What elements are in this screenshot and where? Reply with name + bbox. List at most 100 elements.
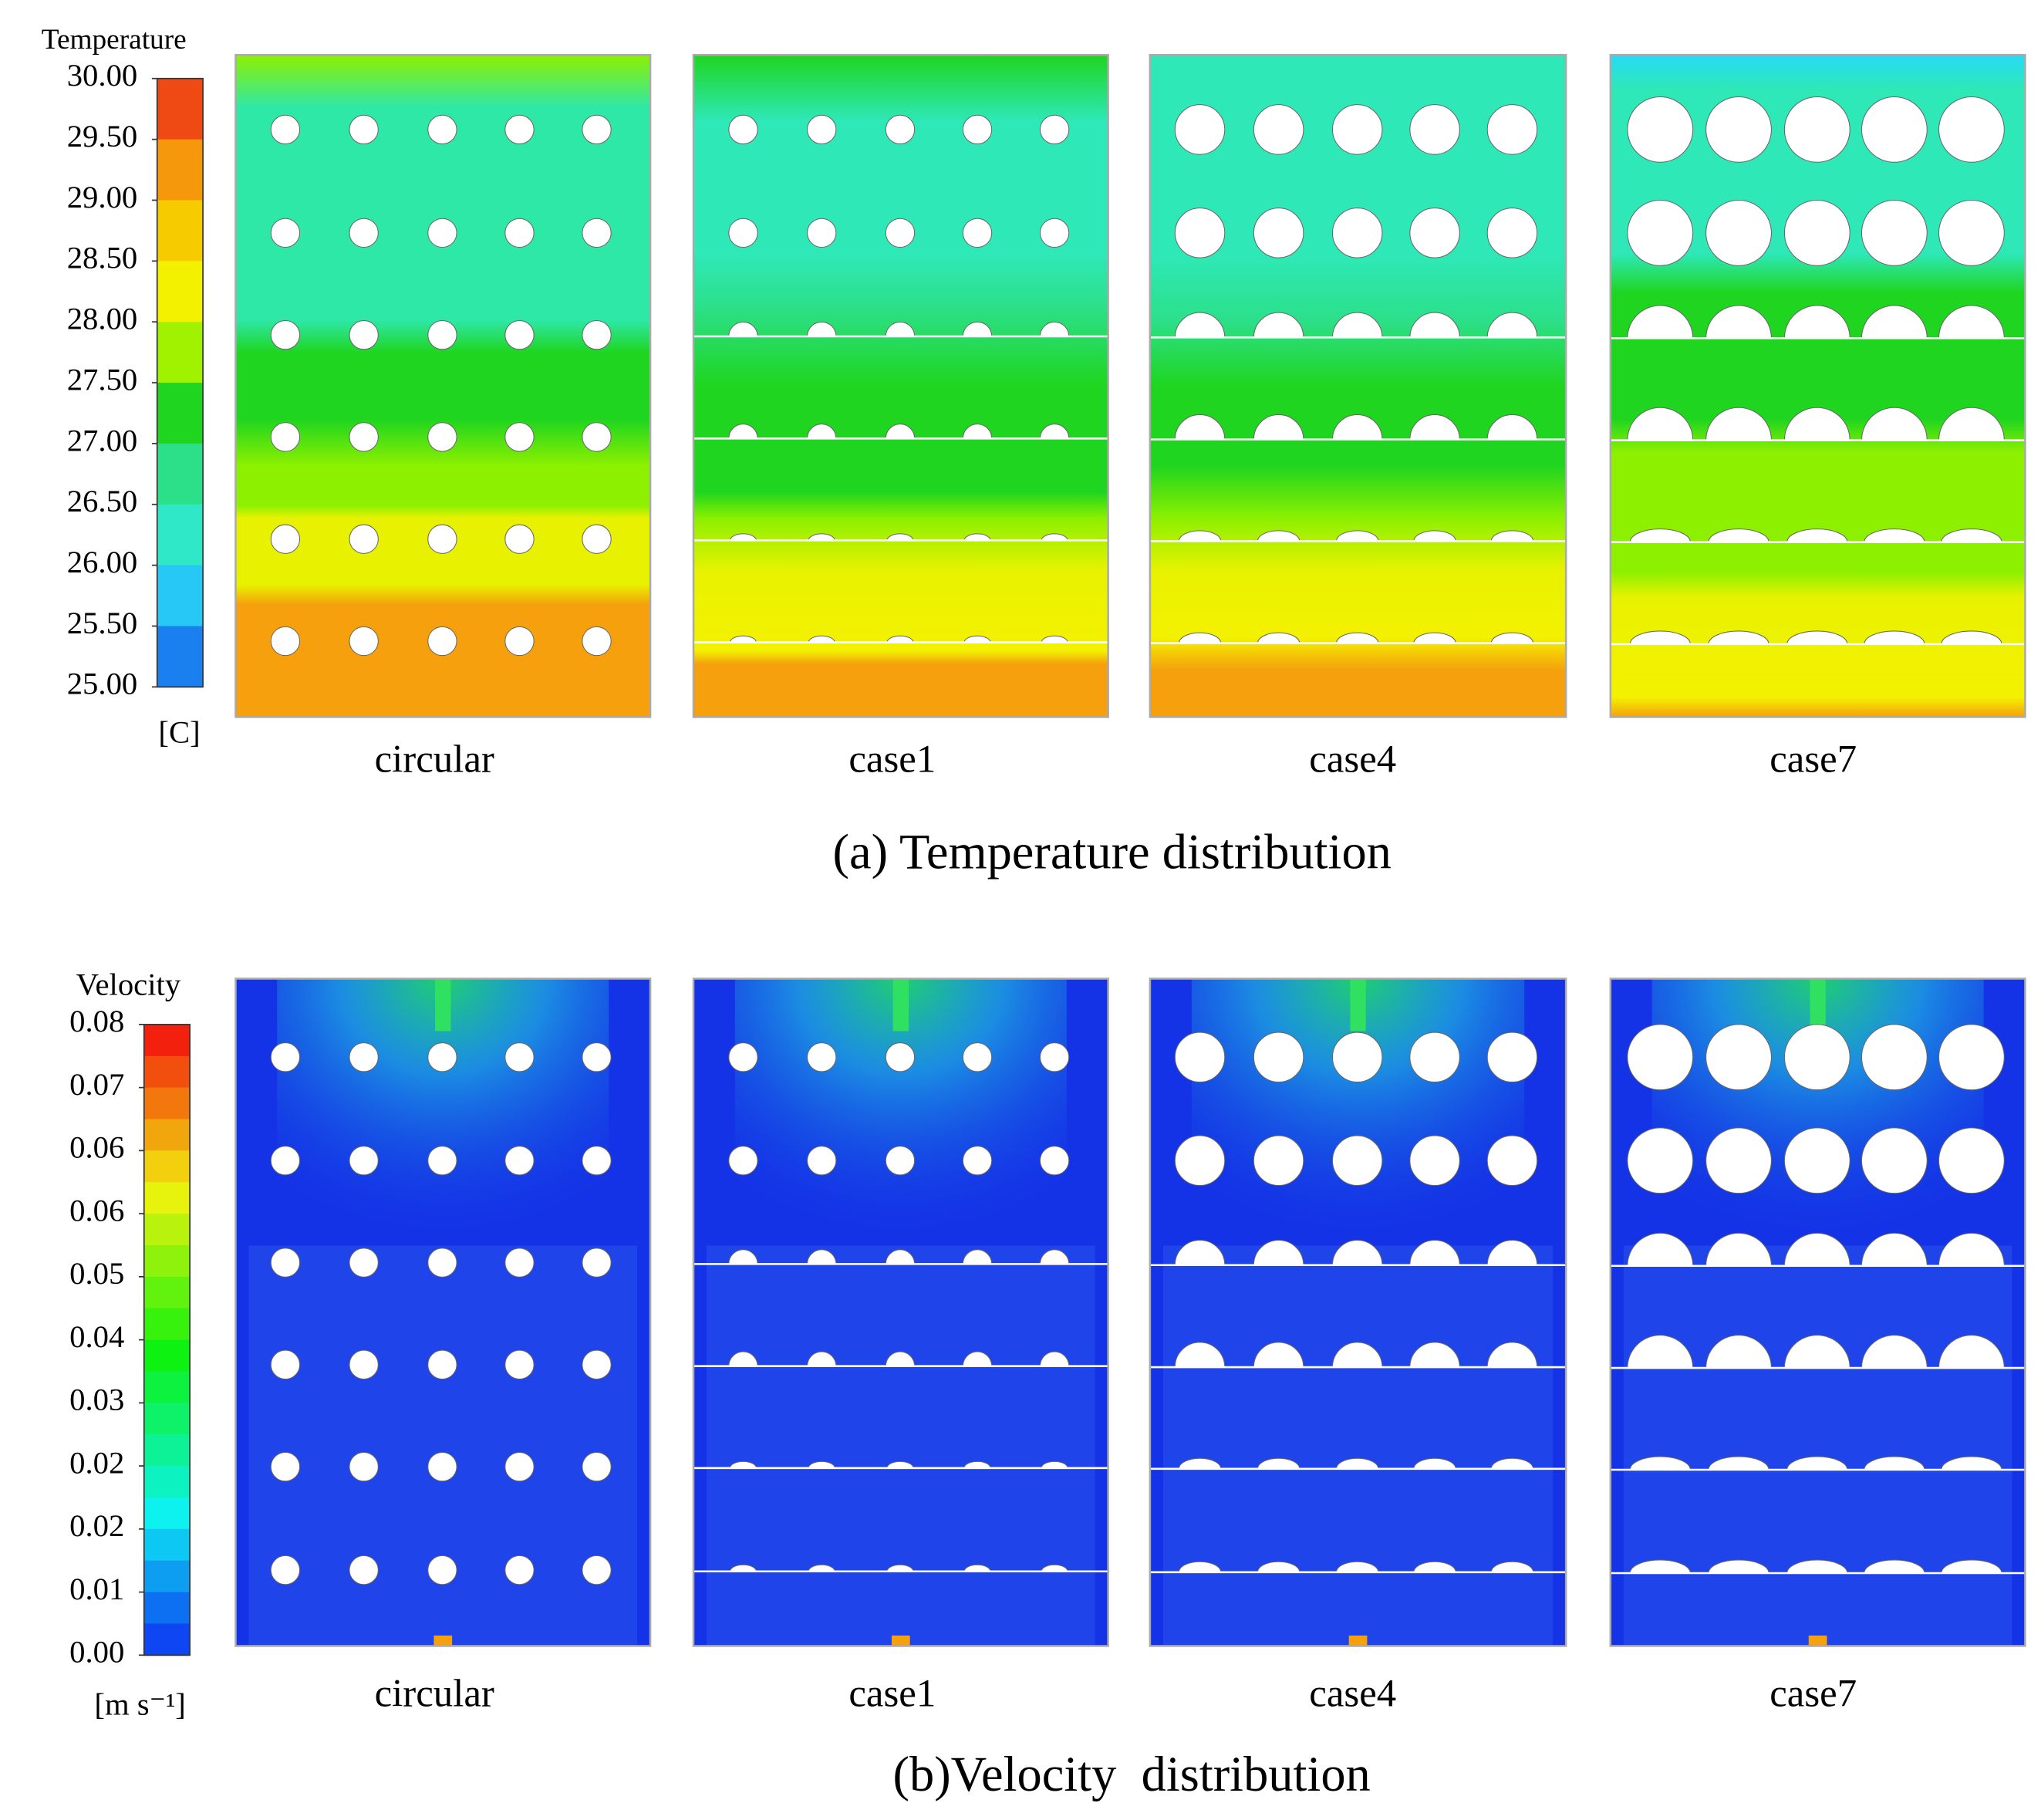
- hole: [886, 1460, 914, 1469]
- hole: [1938, 305, 2005, 339]
- hole: [1941, 1559, 2002, 1574]
- hole: [1174, 1342, 1226, 1368]
- hole: [1705, 199, 1772, 266]
- hole: [504, 422, 535, 452]
- hole: [504, 626, 535, 657]
- hole: [885, 1249, 916, 1265]
- hole: [962, 321, 993, 337]
- hole: [1039, 218, 1070, 248]
- hole: [1253, 312, 1304, 338]
- case-label: case4: [1309, 738, 1396, 781]
- hole: [1257, 1561, 1301, 1573]
- colorbar-band: [143, 1119, 191, 1152]
- hole: [808, 1460, 835, 1469]
- legend-tick-label: 27.00: [67, 423, 138, 458]
- hole: [807, 1351, 837, 1367]
- contour-field: [693, 55, 1108, 718]
- hole: [1174, 414, 1226, 441]
- hole: [1783, 1127, 1850, 1194]
- hole: [1039, 1146, 1070, 1176]
- outlet-jet: [1348, 1635, 1368, 1646]
- contour-field: [1149, 55, 1567, 718]
- contour-plot: [1609, 53, 2026, 718]
- caption: (b)Velocity distribution: [893, 1747, 1371, 1801]
- hole: [1336, 1457, 1379, 1470]
- hole: [349, 319, 379, 350]
- hole: [1039, 1249, 1070, 1265]
- plot-frame: [1149, 53, 1567, 718]
- hole: [427, 114, 457, 145]
- hole: [504, 218, 535, 248]
- hole: [1864, 528, 1925, 543]
- hole: [582, 524, 612, 554]
- case-label: case1: [848, 1672, 936, 1715]
- hole: [1627, 96, 1694, 163]
- hole: [1331, 1240, 1383, 1266]
- hole: [349, 524, 379, 554]
- hole: [427, 1349, 457, 1379]
- hole: [504, 1451, 535, 1482]
- hole: [1627, 1024, 1694, 1091]
- hole: [427, 1042, 457, 1072]
- hole: [1786, 630, 1848, 645]
- hole: [886, 1564, 914, 1572]
- hole: [349, 422, 379, 452]
- hole: [1941, 630, 2002, 645]
- hole: [807, 1249, 837, 1265]
- hole: [807, 1146, 837, 1176]
- hole: [270, 524, 301, 554]
- hole: [728, 1351, 758, 1367]
- hole: [886, 533, 914, 541]
- hole: [1041, 533, 1068, 541]
- hole: [349, 1451, 379, 1482]
- hole: [1861, 96, 1928, 163]
- hole: [1705, 1335, 1772, 1369]
- hole: [1629, 630, 1691, 645]
- hole: [1331, 414, 1383, 441]
- hole: [1705, 407, 1772, 441]
- hole: [270, 1248, 301, 1278]
- caption: (a) Temperature distribution: [833, 825, 1392, 880]
- hole: [427, 1451, 457, 1482]
- hole: [1413, 1457, 1456, 1470]
- hole: [1331, 1032, 1383, 1083]
- hole: [582, 626, 612, 657]
- hole: [1331, 104, 1383, 155]
- legend-tick-label: 0.02: [69, 1508, 124, 1543]
- colorbar-band: [143, 1087, 191, 1120]
- contour-plot: [234, 978, 652, 1647]
- hole: [1861, 199, 1928, 266]
- hole: [1041, 635, 1068, 643]
- case-label: circular: [375, 738, 494, 781]
- hole: [1861, 407, 1928, 441]
- velocity-plume: [1623, 1245, 2012, 1646]
- hole: [582, 319, 612, 350]
- hole: [1336, 530, 1379, 542]
- legend-tick-label: 0.08: [69, 1004, 124, 1038]
- hole: [808, 1564, 835, 1572]
- hole: [807, 424, 837, 439]
- hole: [1783, 1335, 1850, 1369]
- colorbar-band: [143, 1466, 191, 1498]
- hole: [1490, 530, 1534, 542]
- case-label: case7: [1769, 738, 1857, 781]
- legend-tick-label: 0.02: [69, 1445, 124, 1480]
- hole: [427, 626, 457, 657]
- hole: [962, 114, 993, 145]
- hole: [1409, 104, 1460, 155]
- outlet-jet: [891, 1635, 910, 1646]
- hole: [808, 533, 835, 541]
- hole: [728, 1146, 758, 1176]
- inlet-jet: [1810, 978, 1826, 1032]
- hole: [729, 533, 757, 541]
- case-label: circular: [375, 1672, 494, 1715]
- colorbar-band: [157, 626, 204, 688]
- hole: [504, 114, 535, 145]
- velocity-plume: [248, 1245, 638, 1646]
- contour-plot: [234, 53, 652, 718]
- colorbar-band: [157, 78, 204, 140]
- hole: [1409, 208, 1460, 258]
- colorbar-band: [143, 1623, 191, 1656]
- hole: [582, 114, 612, 145]
- hole: [1705, 1024, 1772, 1091]
